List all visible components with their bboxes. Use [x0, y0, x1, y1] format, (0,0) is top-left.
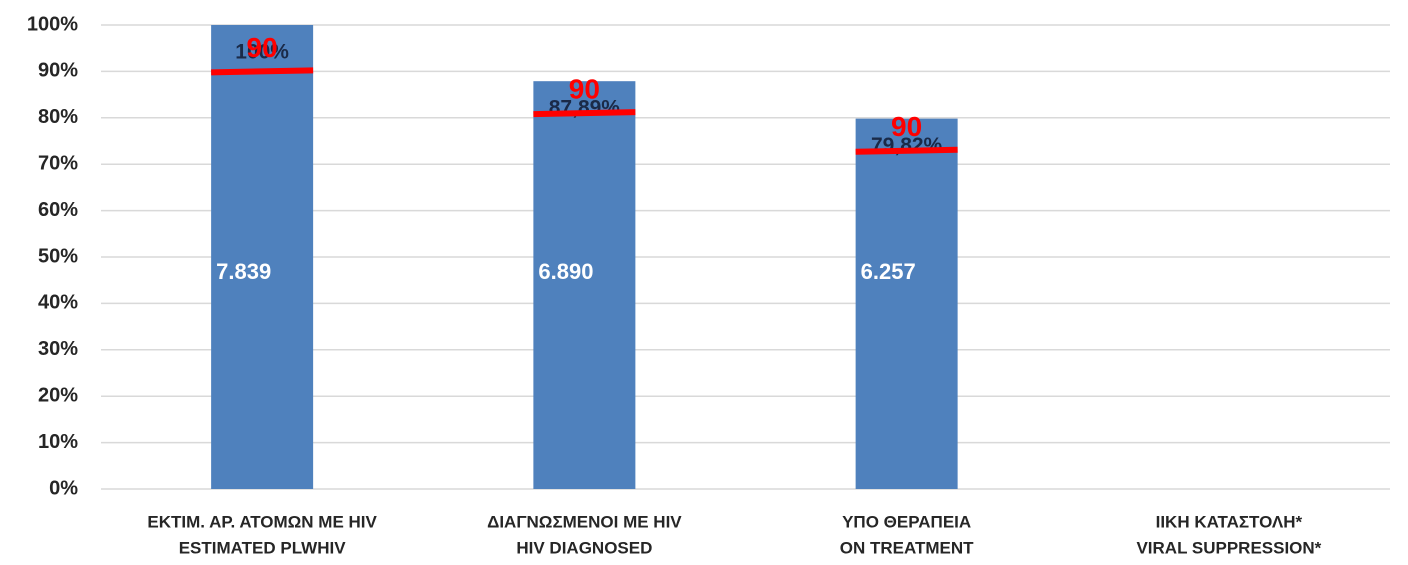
x-tick-label: HIV DIAGNOSED [516, 538, 652, 557]
y-tick-label: 40% [38, 292, 78, 314]
target-line [211, 67, 314, 76]
y-tick-label: 100% [27, 13, 78, 35]
target-line [855, 146, 958, 155]
target-label: 90 [569, 74, 600, 105]
value-label: 100% [235, 41, 289, 64]
count-label: 7.839 [216, 259, 271, 284]
y-tick-label: 10% [38, 431, 78, 453]
target-label: 90 [247, 32, 278, 63]
x-tick-label: VIRAL SUPPRESSION* [1136, 538, 1321, 557]
y-tick-label: 20% [38, 384, 78, 406]
y-tick-label: 60% [38, 199, 78, 221]
target-line [533, 109, 636, 118]
y-tick-label: 50% [38, 245, 78, 267]
y-tick-label: 0% [49, 477, 78, 499]
y-tick-label: 70% [38, 152, 78, 174]
bar [533, 81, 636, 489]
count-label: 6.257 [861, 259, 916, 284]
y-tick-label: 90% [38, 60, 78, 82]
y-tick-label: 80% [38, 106, 78, 128]
count-label: 6.890 [538, 259, 593, 284]
x-tick-label: ΔΙΑΓΝΩΣΜΕΝΟΙ ΜΕ HIV [487, 512, 682, 531]
x-tick-label: ΕΚΤΙΜ. ΑΡ. ΑΤΟΜΩΝ ΜΕ HIV [147, 512, 377, 531]
x-tick-label: ON TREATMENT [840, 538, 974, 557]
x-tick-label: ESTIMATED PLWHIV [179, 538, 347, 557]
x-tick-label: ΥΠΟ ΘΕΡΑΠΕΙΑ [842, 512, 971, 531]
y-tick-label: 30% [38, 338, 78, 360]
bar [211, 25, 314, 489]
bar [855, 118, 958, 490]
x-tick-label: ΙΙΚΗ ΚΑΤΑΣΤΟΛΗ* [1156, 512, 1303, 531]
target-label: 90 [891, 111, 922, 142]
